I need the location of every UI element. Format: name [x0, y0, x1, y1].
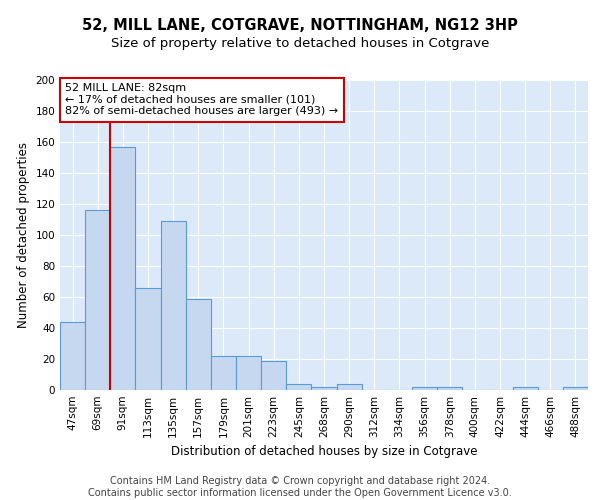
Bar: [85, 210, 110, 390]
Bar: [211, 356, 236, 390]
Bar: [186, 298, 211, 390]
Bar: [412, 387, 437, 390]
Text: 52, MILL LANE, COTGRAVE, NOTTINGHAM, NG12 3HP: 52, MILL LANE, COTGRAVE, NOTTINGHAM, NG1…: [82, 18, 518, 32]
Bar: [437, 387, 462, 390]
Bar: [261, 360, 286, 390]
Bar: [286, 384, 311, 390]
Bar: [337, 384, 362, 390]
Text: Contains HM Land Registry data © Crown copyright and database right 2024.
Contai: Contains HM Land Registry data © Crown c…: [88, 476, 512, 498]
Bar: [161, 221, 186, 390]
Text: 52 MILL LANE: 82sqm
← 17% of detached houses are smaller (101)
82% of semi-detac: 52 MILL LANE: 82sqm ← 17% of detached ho…: [65, 83, 338, 116]
Text: Size of property relative to detached houses in Cotgrave: Size of property relative to detached ho…: [111, 38, 489, 51]
Bar: [311, 387, 337, 390]
Y-axis label: Number of detached properties: Number of detached properties: [17, 142, 30, 328]
Bar: [563, 387, 588, 390]
X-axis label: Distribution of detached houses by size in Cotgrave: Distribution of detached houses by size …: [171, 446, 477, 458]
Bar: [110, 146, 136, 390]
Bar: [136, 288, 161, 390]
Bar: [236, 356, 261, 390]
Bar: [512, 387, 538, 390]
Bar: [60, 322, 85, 390]
